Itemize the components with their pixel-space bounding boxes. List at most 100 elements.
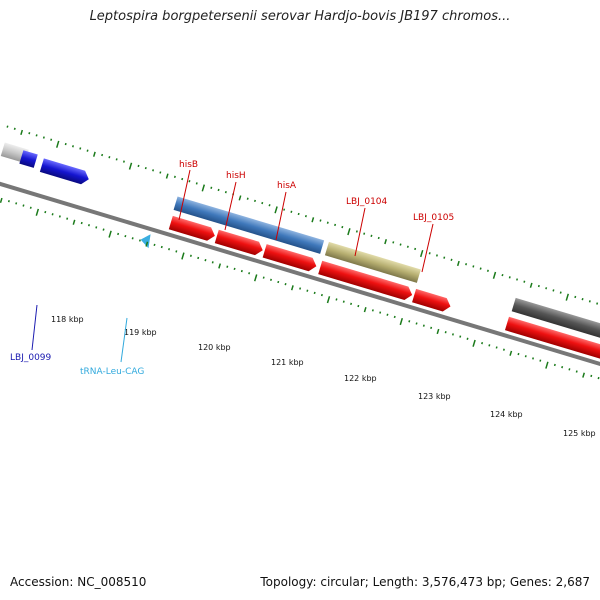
minor-tick (559, 291, 562, 294)
minor-tick (588, 300, 591, 303)
cds-hisB-arrow[interactable] (168, 215, 217, 243)
gene-label-hisB[interactable]: hisB (179, 160, 198, 170)
minor-tick (173, 175, 176, 179)
minor-tick (486, 269, 489, 272)
minor-tick (430, 326, 433, 330)
gene-lbj0104-khaki-bar[interactable] (324, 241, 421, 283)
map-band (0, 125, 600, 380)
topology-summary: Topology: circular; Length: 3,576,473 bp… (260, 575, 590, 589)
cds-hisA-arrow[interactable] (262, 244, 319, 273)
minor-tick (529, 282, 533, 288)
minor-tick (87, 224, 90, 227)
minor-tick (102, 228, 105, 231)
gene-dark-bar-right[interactable] (511, 297, 600, 346)
minor-tick (456, 260, 460, 267)
minor-tick (313, 291, 316, 295)
minor-tick (443, 256, 446, 259)
minor-tick (175, 250, 178, 253)
minor-tick (80, 221, 83, 225)
minor-tick (144, 166, 147, 170)
minor-tick (160, 245, 163, 249)
minor-tick (363, 307, 367, 313)
backbone-line (0, 176, 600, 376)
major-tick (128, 162, 133, 170)
minor-tick (377, 236, 380, 240)
minor-tick (415, 322, 418, 325)
major-tick (55, 140, 60, 148)
minor-tick (488, 344, 491, 347)
gene-label-lbj0104[interactable]: LBJ_0104 (346, 197, 388, 207)
hisA-leader (275, 191, 287, 241)
minor-tick (261, 201, 264, 205)
minor-tick (217, 188, 220, 192)
minor-tick (582, 372, 586, 378)
gene-label-hisA[interactable]: hisA (277, 181, 297, 191)
minor-tick (268, 204, 271, 207)
outer-features (0, 142, 600, 346)
minor-tick (334, 223, 337, 227)
minor-tick (22, 204, 25, 207)
minor-tick (233, 267, 236, 271)
minor-tick (472, 265, 475, 268)
minor-tick (20, 129, 24, 136)
minor-tick (516, 278, 519, 281)
minor-tick (297, 212, 300, 216)
minor-tick (436, 328, 440, 335)
tick-label-125: 125 kbp (563, 429, 596, 438)
minor-tick (444, 331, 447, 334)
minor-tick (115, 158, 118, 161)
minor-tick (523, 280, 526, 283)
minor-tick (159, 171, 162, 174)
gene-label-hisH[interactable]: hisH (226, 171, 246, 181)
trna-marker[interactable] (139, 232, 153, 249)
cds-features (168, 215, 600, 365)
minor-tick (262, 276, 265, 279)
minor-tick (15, 202, 18, 205)
tick-label-120: 120 kbp (198, 343, 231, 352)
tick-label-123: 123 kbp (418, 392, 451, 401)
major-tick (472, 339, 476, 347)
tick-label-119: 119 kbp (124, 328, 157, 337)
major-tick (419, 249, 424, 258)
minor-tick (181, 177, 184, 181)
gene-label-trna-leu[interactable]: tRNA-Leu-CAG (80, 367, 144, 377)
gene-his-blue-bar[interactable] (173, 196, 325, 254)
gene-navy-bar-left[interactable] (19, 150, 38, 168)
minor-tick (283, 208, 286, 211)
minor-tick (524, 355, 527, 358)
cds-hisH-arrow[interactable] (214, 229, 265, 257)
lbj0099-leader (31, 304, 38, 351)
cds-red-bar-right[interactable] (504, 316, 600, 365)
major-tick (201, 184, 206, 192)
minor-tick (596, 302, 599, 305)
minor-tick (517, 352, 520, 356)
gene-navy-arrow[interactable] (39, 158, 91, 185)
minor-tick (210, 186, 213, 189)
minor-tick (501, 273, 504, 277)
minor-tick (86, 149, 89, 152)
minor-tick (342, 300, 345, 303)
cds-lbj0104-arrow[interactable] (318, 260, 414, 302)
minor-tick (495, 346, 498, 349)
minor-tick (561, 365, 564, 369)
minor-tick (6, 125, 9, 128)
minor-tick (335, 298, 338, 301)
minor-tick (450, 258, 453, 262)
minor-tick (311, 217, 315, 223)
gene-label-lbj0105[interactable]: LBJ_0105 (413, 213, 454, 223)
minor-tick (50, 138, 53, 141)
minor-tick (189, 254, 192, 257)
major-tick (253, 274, 258, 282)
minor-tick (246, 197, 249, 200)
minor-tick (145, 241, 149, 247)
cds-lbj0105-arrow[interactable] (412, 288, 452, 313)
minor-tick (131, 237, 134, 240)
minor-tick (188, 180, 191, 183)
major-tick (108, 230, 112, 238)
minor-tick (393, 315, 396, 319)
minor-tick (44, 210, 47, 214)
gene-label-lbj0099[interactable]: LBJ_0099 (10, 353, 52, 363)
minor-tick (532, 357, 535, 360)
minor-tick (138, 239, 141, 242)
